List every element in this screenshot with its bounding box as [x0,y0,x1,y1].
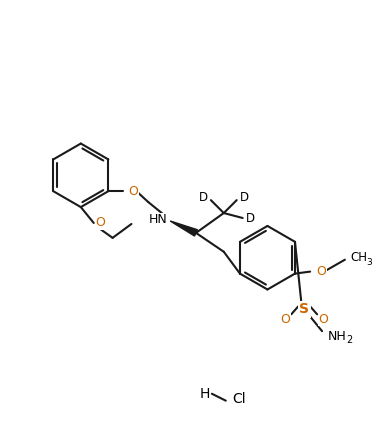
Text: CH: CH [351,251,368,264]
Text: O: O [316,265,326,278]
Text: S: S [299,302,309,317]
Text: O: O [96,216,106,229]
Text: 3: 3 [367,258,373,267]
Text: D: D [199,191,208,204]
Text: 2: 2 [346,335,352,345]
Text: O: O [318,313,328,326]
Text: Cl: Cl [233,392,247,405]
Text: O: O [281,313,290,326]
Text: D: D [246,211,255,225]
Polygon shape [170,221,197,236]
Text: D: D [240,191,249,204]
Text: HN: HN [149,214,168,226]
Text: O: O [128,185,138,198]
Text: NH: NH [328,330,347,343]
Text: H: H [200,387,210,401]
